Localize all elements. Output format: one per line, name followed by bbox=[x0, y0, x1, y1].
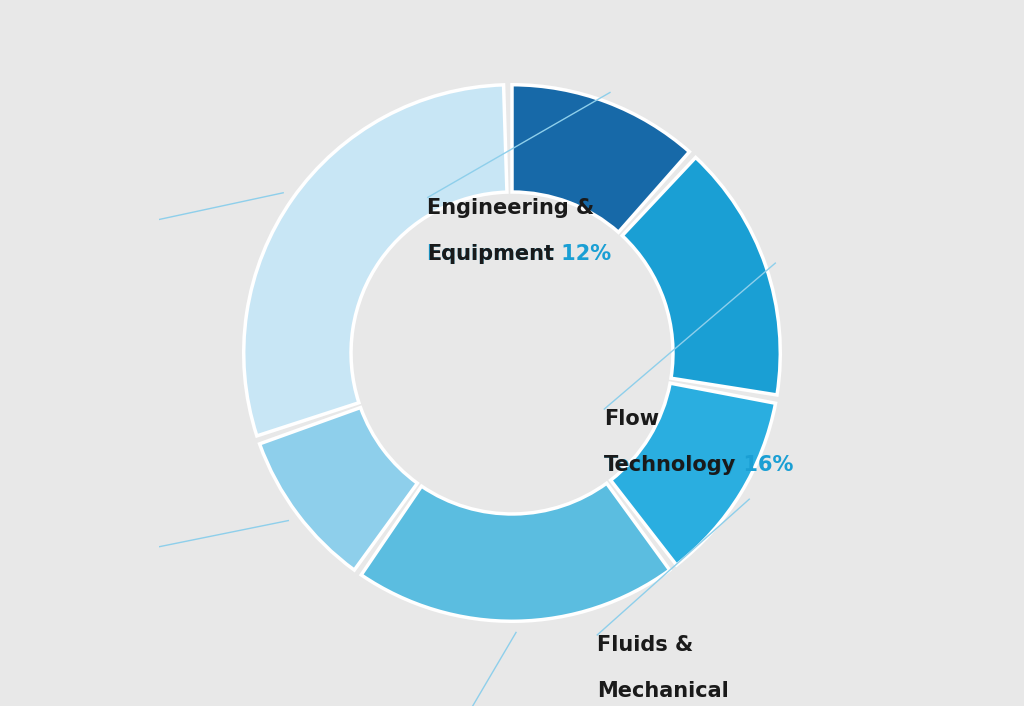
Text: Technology: Technology bbox=[604, 455, 736, 475]
Text: Technology 16%: Technology 16% bbox=[604, 455, 794, 475]
Text: Engineering &: Engineering & bbox=[427, 198, 595, 217]
Wedge shape bbox=[361, 483, 670, 621]
Text: Fluids &: Fluids & bbox=[597, 635, 693, 655]
Text: Flow: Flow bbox=[604, 409, 658, 429]
Wedge shape bbox=[623, 157, 780, 395]
Wedge shape bbox=[610, 383, 775, 565]
Wedge shape bbox=[259, 407, 418, 570]
Text: Mechanical: Mechanical bbox=[597, 681, 728, 701]
Text: Equipment: Equipment bbox=[427, 244, 554, 263]
Wedge shape bbox=[244, 85, 507, 436]
Wedge shape bbox=[512, 85, 689, 232]
Text: Equipment 12%: Equipment 12% bbox=[427, 244, 611, 263]
